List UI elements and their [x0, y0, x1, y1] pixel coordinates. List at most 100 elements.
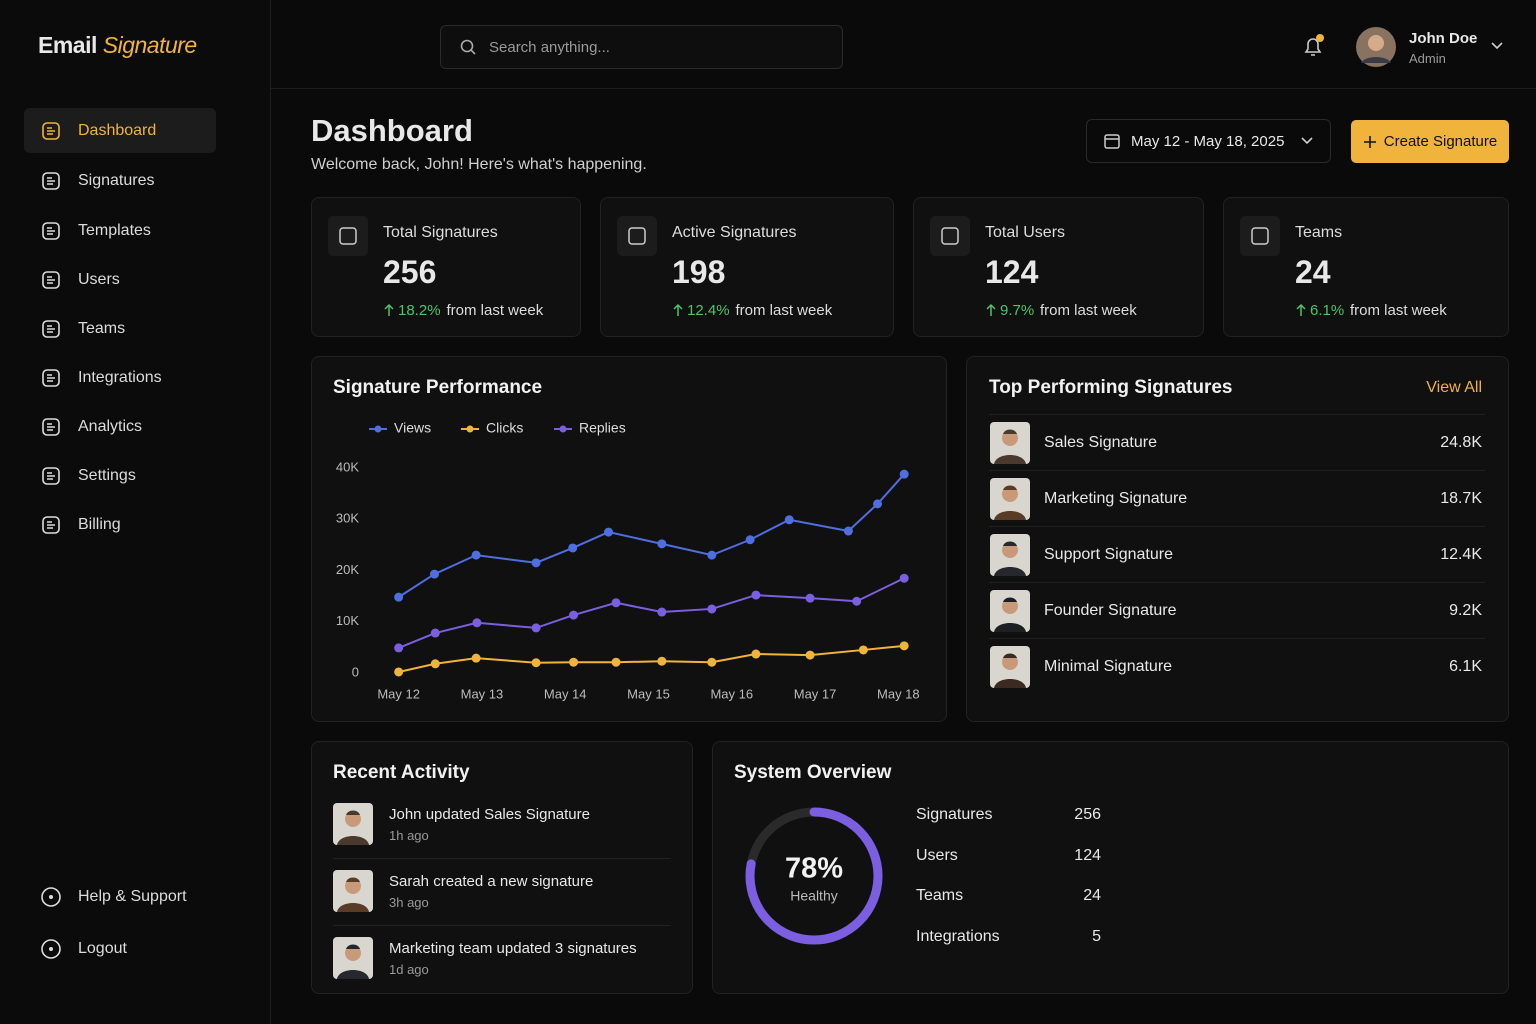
- nav-footer-item[interactable]: Help & Support: [24, 874, 216, 919]
- signature-value: 24.8K: [1440, 434, 1482, 451]
- create-signature-button[interactable]: Create Signature: [1351, 120, 1509, 163]
- page-subtitle: Welcome back, John! Here's what's happen…: [311, 156, 647, 173]
- stat-arrow: [985, 303, 997, 317]
- overview-label: Users: [916, 846, 958, 864]
- user-name: John Doe: [1409, 30, 1478, 47]
- avatar-image: [990, 478, 1030, 520]
- user-menu-chevron[interactable]: [1490, 41, 1504, 51]
- calendar-icon: [1104, 134, 1120, 149]
- health-label: 78%: [785, 853, 843, 885]
- bell-icon[interactable]: [1300, 33, 1328, 61]
- nav-label: Settings: [78, 466, 136, 484]
- stat-icon-glyph: [339, 227, 357, 245]
- row-divider: [989, 470, 1485, 471]
- data-point: [751, 590, 761, 600]
- search-icon: [460, 39, 476, 55]
- data-point: [899, 469, 909, 479]
- data-point: [745, 535, 755, 545]
- data-point: [430, 659, 440, 669]
- x-tick-label: May 14: [544, 686, 587, 701]
- nav-label: Users: [78, 270, 120, 288]
- brand: Email Signature: [38, 32, 197, 59]
- health-arc: [745, 807, 883, 945]
- legend-dot: [466, 425, 474, 433]
- nav-icon: [42, 270, 60, 289]
- data-point: [784, 515, 794, 525]
- nav-item[interactable]: Users: [24, 257, 216, 302]
- data-point: [531, 658, 541, 668]
- performance-card: Signature Performance 0 10K 20K 30K 40K May 1…: [311, 356, 947, 722]
- stat-note: from last week: [735, 302, 833, 319]
- date-range-picker[interactable]: May 12 - May 18, 2025: [1086, 119, 1331, 163]
- avatar-image: [333, 937, 373, 979]
- activity-text: Marketing team updated 3 signatures: [389, 940, 637, 957]
- y-tick-label: 10K: [336, 613, 359, 628]
- data-point: [531, 623, 541, 633]
- nav-icon: [42, 466, 60, 485]
- x-tick-label: May 13: [461, 686, 504, 701]
- nav-label: Signatures: [78, 171, 155, 189]
- avatar: [990, 478, 1030, 520]
- nav-icon: [42, 171, 60, 190]
- stat-arrow: [1295, 303, 1307, 317]
- stat-icon-glyph: [628, 227, 646, 245]
- signature-value: 12.4K: [1440, 546, 1482, 563]
- date-chevron: [1301, 137, 1313, 145]
- nav-item[interactable]: Integrations: [24, 355, 216, 400]
- data-point: [852, 596, 862, 606]
- avatar-image: [990, 534, 1030, 576]
- nav-item[interactable]: Settings: [24, 453, 216, 498]
- stat-value: 198: [672, 254, 726, 290]
- nav-footer-item[interactable]: Logout: [24, 926, 216, 971]
- health-donut: 78% Healthy: [745, 807, 883, 945]
- signature-name: Founder Signature: [1044, 602, 1177, 619]
- chart-title: Signature Performance: [333, 377, 543, 398]
- legend-label: Clicks: [486, 420, 523, 436]
- activity-time: 1h ago: [389, 828, 429, 843]
- nav-label: Integrations: [78, 368, 162, 386]
- series-line: [398, 644, 905, 673]
- nav-icon: [42, 368, 60, 387]
- stat-label: Total Signatures: [383, 224, 498, 241]
- nav-item[interactable]: Signatures: [24, 158, 216, 203]
- stat-icon: [930, 216, 970, 256]
- signature-name: Support Signature: [1044, 546, 1173, 563]
- nav-item[interactable]: Dashboard: [24, 108, 216, 153]
- avatar-image: [333, 870, 373, 912]
- data-point: [569, 610, 579, 620]
- view-all-link[interactable]: View All: [1426, 379, 1482, 396]
- search-box[interactable]: Search anything...: [440, 25, 843, 69]
- nav-label: Dashboard: [78, 121, 157, 139]
- nav-item[interactable]: Templates: [24, 208, 216, 253]
- row-divider: [989, 526, 1485, 527]
- nav-item[interactable]: Analytics: [24, 404, 216, 449]
- nav-item[interactable]: Billing: [24, 502, 216, 547]
- signature-name: Sales Signature: [1044, 434, 1157, 451]
- signature-value: 18.7K: [1440, 490, 1482, 507]
- data-point: [873, 499, 883, 509]
- avatar-image: [990, 646, 1030, 688]
- nav-icon: [42, 221, 60, 240]
- overview-label: Teams: [916, 887, 964, 904]
- top-signatures-card: Top Performing Signatures View All Sales…: [966, 356, 1509, 722]
- user-avatar[interactable]: [1356, 27, 1396, 67]
- up-arrow: [986, 303, 996, 316]
- overview-label: Integrations: [916, 927, 1000, 945]
- x-tick-label: May 18: [877, 686, 920, 701]
- avatar: [333, 803, 373, 845]
- nav-item[interactable]: Teams: [24, 306, 216, 351]
- activity-time: 1d ago: [389, 962, 429, 977]
- up-arrow: [673, 303, 683, 316]
- search-placeholder: Search anything...: [489, 38, 610, 56]
- data-point: [472, 618, 482, 628]
- data-point: [394, 592, 404, 602]
- stat-label: Total Users: [985, 224, 1066, 241]
- up-arrow: [1296, 303, 1306, 316]
- up-arrow: [384, 303, 394, 316]
- activity-text: John updated Sales Signature: [389, 806, 590, 823]
- stat-card: Total Signatures 256 18.2% from last week: [311, 197, 581, 337]
- page-title: Dashboard: [311, 113, 473, 148]
- avatar: [990, 422, 1030, 464]
- data-point: [611, 598, 621, 608]
- activity-text: Sarah created a new signature: [389, 873, 594, 890]
